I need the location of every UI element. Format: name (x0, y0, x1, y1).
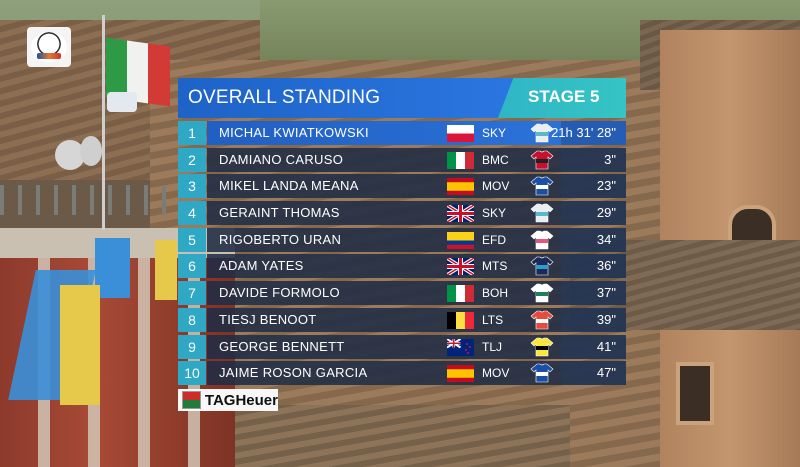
rider-name: JAIME ROSON GARCIA (219, 365, 368, 381)
standing-row: 7 DAVIDE FORMOLO BOH 37" (178, 280, 626, 307)
team-code: TLJ (482, 339, 503, 354)
italy-flag-icon (447, 285, 474, 303)
rider-name: MIKEL LANDA MEANA (219, 178, 359, 194)
team-code: MTS (482, 259, 508, 274)
standing-row: 6 ADAM YATES MTS 36" (178, 253, 626, 280)
rank: 10 (178, 361, 206, 386)
rank: 1 (178, 121, 206, 145)
efd-jersey-icon (530, 230, 554, 250)
team-code: SKY (482, 206, 507, 221)
standings-header: OVERALL STANDING STAGE 5 (178, 78, 626, 118)
rider-name: GERAINT THOMAS (219, 205, 340, 221)
team-code: LTS (482, 312, 504, 327)
new-zealand-flag-icon (446, 337, 474, 356)
rank: 4 (178, 201, 206, 226)
sponsor-brand: TAGHeuer (204, 391, 278, 409)
standing-row: 8 TIESJ BENOOT LTS 39" (178, 307, 626, 334)
team-code: MOV (482, 366, 510, 381)
gc-time: 34" (596, 231, 616, 247)
rank: 7 (178, 281, 206, 306)
spain-flag-icon (447, 178, 474, 196)
rank: 5 (178, 227, 206, 252)
rider-name: TIESJ BENOOT (219, 311, 317, 327)
rider-name: RIGOBERTO URAN (219, 231, 342, 247)
gc-time: 39" (596, 311, 616, 327)
tlj-jersey-icon (530, 337, 554, 357)
team-code: BMC (482, 152, 509, 167)
spain-flag-icon (447, 365, 474, 383)
italy-flag-icon (447, 151, 474, 169)
rider-name: DAMIANO CARUSO (219, 151, 344, 167)
standing-row: 5 RIGOBERTO URAN EFD 34" (178, 227, 626, 254)
sky-jersey-icon (530, 123, 554, 143)
mov-jersey-icon (530, 176, 554, 196)
standings-title: OVERALL STANDING (188, 87, 381, 108)
team-code: MOV (482, 179, 510, 194)
belgium-flag-icon (447, 311, 474, 329)
sponsor-logo: TAGHeuer (178, 389, 278, 411)
rank: 9 (178, 334, 206, 359)
broadcaster-logo (27, 27, 71, 67)
uk-flag-icon (446, 256, 475, 277)
rider-name: GEORGE BENNETT (219, 338, 345, 354)
gc-time: 21h 31' 28" (551, 125, 616, 140)
gc-time: 41" (596, 338, 616, 354)
standing-row: 4 GERAINT THOMAS SKY 29" (178, 200, 626, 227)
standing-row: 3 MIKEL LANDA MEANA MOV 23" (178, 173, 626, 200)
standings-panel: OVERALL STANDING STAGE 5 1 MICHAL KWIATK… (178, 78, 626, 387)
colombia-flag-icon (447, 231, 474, 249)
standing-row: 1 MICHAL KWIATKOWSKI SKY 21h 31' 28" (178, 120, 626, 147)
team-code: SKY (482, 126, 507, 140)
gc-time: 47" (596, 365, 616, 381)
uk-flag-icon (446, 203, 475, 224)
tag-heuer-icon (182, 391, 201, 409)
mov-jersey-icon (530, 363, 554, 383)
gc-time: 29" (596, 205, 616, 221)
sky-jersey-icon (530, 203, 554, 223)
standings-list: 1 MICHAL KWIATKOWSKI SKY 21h 31' 28" 2 D… (178, 120, 626, 387)
team-code: BOH (482, 286, 509, 301)
rider-name: MICHAL KWIATKOWSKI (219, 125, 369, 140)
rank: 3 (178, 174, 206, 199)
poland-flag-icon (447, 125, 474, 142)
lts-jersey-icon (530, 310, 554, 330)
stage-label: STAGE 5 (528, 87, 600, 106)
gc-time: 23" (596, 178, 616, 194)
gc-time: 37" (596, 285, 616, 301)
standing-row: 9 GEORGE BENNETT TLJ 41" (178, 334, 626, 361)
bmc-jersey-icon (530, 150, 554, 170)
rank: 2 (178, 147, 206, 172)
standing-row: 2 DAMIANO CARUSO BMC 3" (178, 147, 626, 174)
standing-row: 10 JAIME ROSON GARCIA MOV 47" (178, 360, 626, 387)
gc-time: 3" (604, 151, 616, 167)
rider-name: ADAM YATES (219, 258, 304, 274)
boh-jersey-icon (530, 283, 554, 303)
mts-jersey-icon (530, 256, 554, 276)
rank: 8 (178, 307, 206, 332)
gc-time: 36" (596, 258, 616, 274)
team-code: EFD (482, 232, 506, 247)
rank: 6 (178, 254, 206, 279)
rider-name: DAVIDE FORMOLO (219, 285, 340, 301)
